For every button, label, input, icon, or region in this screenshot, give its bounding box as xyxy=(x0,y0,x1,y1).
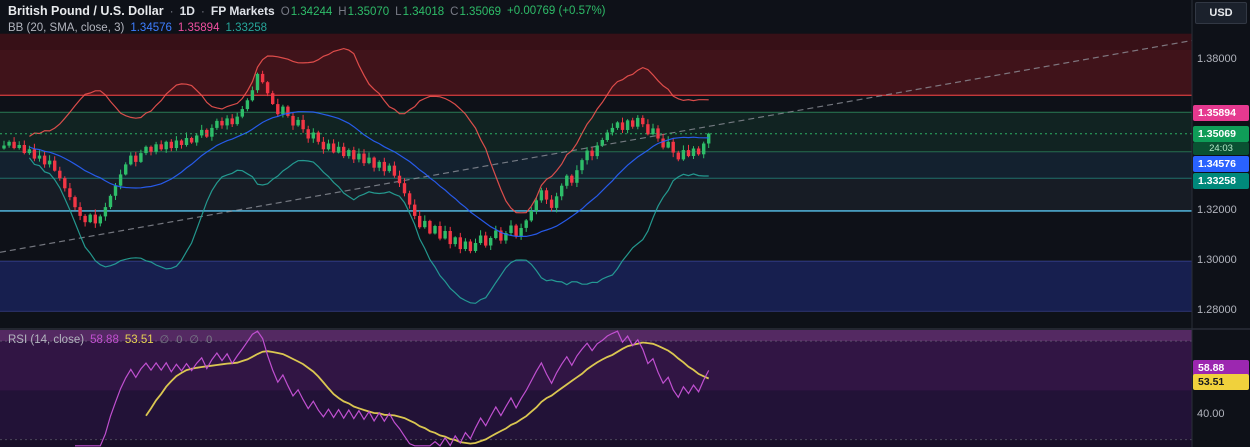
axis-label: 1.38000 xyxy=(1197,53,1237,66)
rsi-ma-line xyxy=(145,341,710,445)
rsi-zone xyxy=(0,439,1192,447)
price-axis[interactable]: 1.38000 1.32000 1.30000 1.28000 40.00 1.35894… xyxy=(1192,0,1250,447)
bb-basis-line xyxy=(29,111,709,237)
resistance-zone-outer xyxy=(0,33,1192,50)
support-zone xyxy=(0,261,1192,312)
demand-zone-green xyxy=(0,112,1192,152)
rsi-value-tag: 58.88 xyxy=(1193,360,1249,377)
axis-label: 1.32000 xyxy=(1197,203,1237,216)
main-chart-pane[interactable] xyxy=(0,0,1192,328)
bb-upper-line xyxy=(29,47,709,214)
zone-teal xyxy=(0,151,1192,179)
axis-label: 1.30000 xyxy=(1197,254,1237,267)
bb-upper-tag: 1.35894 xyxy=(1193,105,1249,121)
bar-countdown-label: 24:03 xyxy=(1193,141,1249,155)
rsi-zone xyxy=(0,330,1192,342)
last-price-tag: 1.35069 xyxy=(1193,125,1249,142)
bb-lower-line xyxy=(28,157,709,304)
candlestick-series xyxy=(2,70,711,254)
rsi-line xyxy=(75,330,710,447)
currency-toggle-button[interactable]: USD xyxy=(1195,2,1247,24)
resistance-zone xyxy=(0,50,1192,96)
axis-label: 1.28000 xyxy=(1197,304,1237,317)
rsi-ma-tag: 53.51 xyxy=(1193,373,1249,390)
rsi-zone xyxy=(0,390,1192,440)
rsi-zone xyxy=(0,341,1192,391)
axis-label: 40.00 xyxy=(1197,407,1225,420)
zone-gray xyxy=(0,178,1192,211)
bb-basis-tag: 1.34576 xyxy=(1193,155,1249,172)
bb-lower-tag: 1.33258 xyxy=(1193,172,1249,189)
rsi-pane[interactable] xyxy=(0,330,1192,447)
